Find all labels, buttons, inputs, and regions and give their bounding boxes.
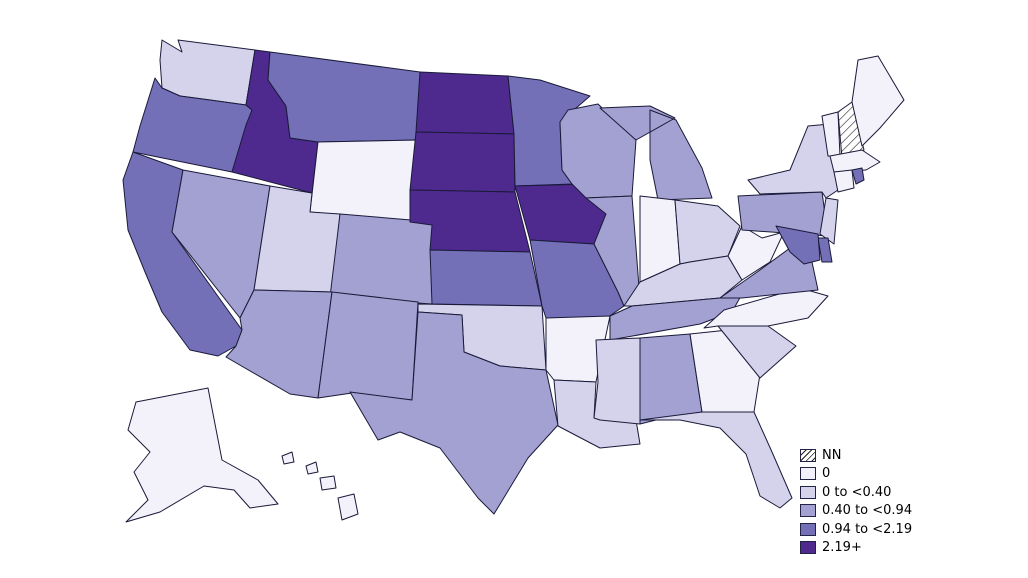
- state-tx: [349, 311, 559, 515]
- state-ri: [851, 167, 865, 185]
- state-md: [775, 225, 821, 265]
- state-ct: [833, 169, 855, 193]
- state-wy: [309, 139, 419, 223]
- legend-label: 0.40 to <0.94: [822, 503, 913, 519]
- state-nj: [819, 197, 839, 245]
- state-ms: [593, 337, 641, 425]
- legend-item: 0.40 to <0.94: [800, 502, 940, 521]
- legend-swatch: [800, 541, 816, 555]
- map-legend: NN 0 0 to <0.40 0.40 to <0.94 0.94 to <2.19 2…: [800, 446, 940, 557]
- state-il: [585, 195, 641, 307]
- legend-swatch: [800, 504, 816, 518]
- legend-swatch: [800, 485, 816, 499]
- legend-label: 0: [822, 466, 831, 482]
- state-sd: [409, 131, 516, 193]
- legend-label: 0.94 to <2.19: [822, 521, 913, 537]
- state-mt: [267, 51, 421, 143]
- state-fl: [639, 411, 793, 509]
- state-nh: [837, 101, 865, 159]
- legend-item: 2.19+: [800, 539, 940, 558]
- state-ma: [829, 149, 881, 173]
- legend-label: 2.19+: [822, 540, 862, 556]
- state-nm: [317, 291, 419, 401]
- state-me: [851, 55, 905, 147]
- legend-item: 0.94 to <2.19: [800, 520, 940, 539]
- legend-item: 0: [800, 465, 940, 484]
- state-tn: [609, 293, 743, 341]
- state-ak: [125, 387, 279, 523]
- legend-item: 0 to <0.40: [800, 483, 940, 502]
- state-mi: [599, 105, 713, 201]
- state-de: [817, 237, 833, 263]
- legend-swatch: [800, 522, 816, 536]
- legend-label: NN: [822, 447, 842, 463]
- state-ks: [429, 249, 543, 307]
- legend-label: 0 to <0.40: [822, 484, 892, 500]
- state-nd: [415, 71, 515, 135]
- legend-item: NN: [800, 446, 940, 465]
- legend-swatch: [800, 467, 816, 481]
- state-nc: [703, 287, 829, 329]
- legend-swatch: [800, 448, 816, 462]
- state-hi: [281, 451, 359, 521]
- state-co: [329, 213, 436, 305]
- state-la: [553, 379, 641, 449]
